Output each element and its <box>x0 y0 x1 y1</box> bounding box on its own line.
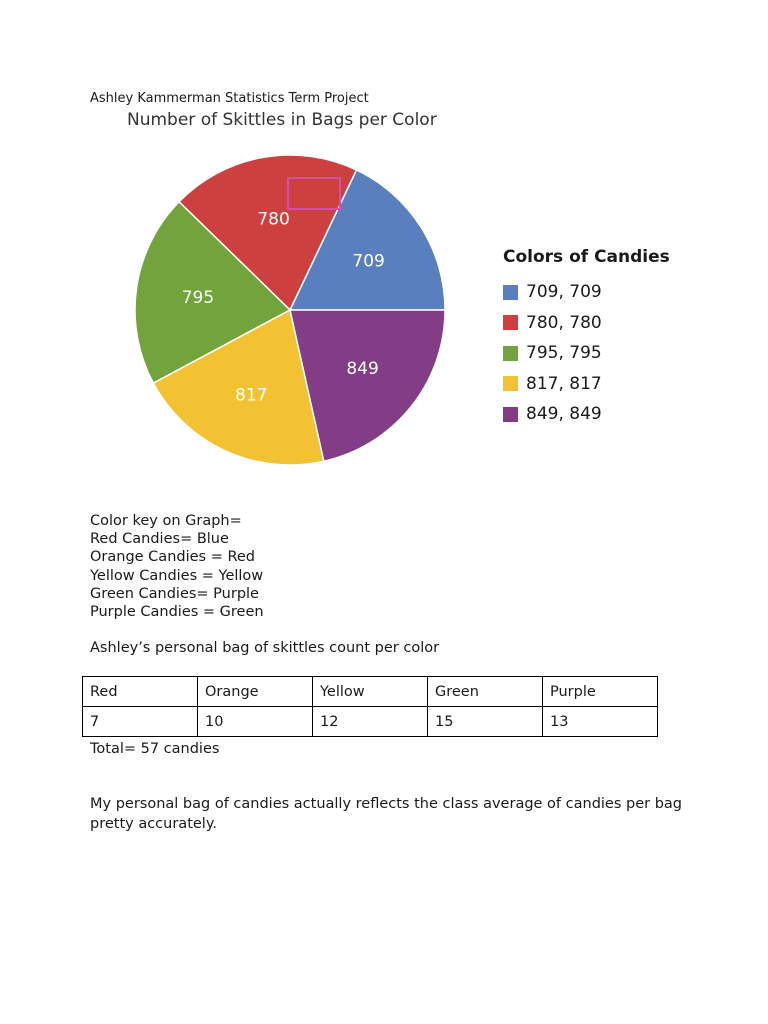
legend-item: 709, 709 <box>503 277 670 308</box>
document-header: Ashley Kammerman Statistics Term Project <box>90 91 369 106</box>
legend-item: 795, 795 <box>503 338 670 369</box>
table-cell: 13 <box>542 706 658 737</box>
chart-legend: Colors of Candies 709, 709 780, 780 795,… <box>503 246 670 430</box>
table-cell: 7 <box>82 706 198 737</box>
color-key-line: Green Candies= Purple <box>90 585 259 602</box>
color-key-heading: Color key on Graph= <box>90 513 242 529</box>
legend-label: 849, 849 <box>526 404 602 425</box>
legend-swatch-green <box>503 345 518 361</box>
pie-slice-label: 780 <box>257 209 289 229</box>
chart-title: Number of Skittles in Bags per Color <box>127 110 437 130</box>
highlight-box <box>287 177 341 210</box>
pie-slice-label: 817 <box>235 386 267 406</box>
personal-bag-heading: Ashley’s personal bag of skittles count … <box>90 640 440 656</box>
color-key-line: Orange Candies = Red <box>90 549 256 566</box>
color-key-line: Purple Candies = Green <box>90 604 264 621</box>
table-cell: 12 <box>312 706 428 737</box>
legend-item: 849, 849 <box>503 399 670 430</box>
pie-slice-purple <box>289 309 446 463</box>
table-header-cell: Purple <box>542 676 658 707</box>
legend-label: 795, 795 <box>526 343 602 364</box>
legend-swatch-purple <box>503 406 518 422</box>
legend-label: 709, 709 <box>526 282 602 303</box>
legend-label: 780, 780 <box>526 312 602 333</box>
table-header-cell: Orange <box>197 676 313 707</box>
color-key-line: Yellow Candies = Yellow <box>90 567 264 584</box>
table-row: 7 10 12 15 13 <box>82 706 658 737</box>
table-header-cell: Green <box>427 676 543 707</box>
legend-swatch-yellow <box>503 376 518 392</box>
table-header-row: Red Orange Yellow Green Purple <box>82 676 658 707</box>
table-header-cell: Red <box>82 676 198 707</box>
table-cell: 10 <box>197 706 313 737</box>
total-candies: Total= 57 candies <box>90 741 220 757</box>
pie-slice-blue <box>288 168 446 311</box>
legend-item: 817, 817 <box>503 369 670 400</box>
table-header-cell: Yellow <box>312 676 428 707</box>
legend-title: Colors of Candies <box>503 247 670 267</box>
legend-item: 780, 780 <box>503 308 670 339</box>
pie-slice-label: 849 <box>346 359 378 379</box>
color-key-line: Red Candies= Blue <box>90 531 229 548</box>
pie-slice-green <box>134 200 292 385</box>
legend-swatch-blue <box>503 284 518 300</box>
pie-slice-label: 709 <box>352 251 384 271</box>
table-cell: 15 <box>427 706 543 737</box>
pie-slice-red <box>177 154 358 312</box>
legend-label: 817, 817 <box>526 373 602 394</box>
pie-slice-label: 795 <box>182 288 214 308</box>
personal-count-table: Red Orange Yellow Green Purple 7 10 12 1… <box>82 676 658 737</box>
pie-chart: 709 780 795 817 849 <box>134 154 446 466</box>
conclusion-paragraph: My personal bag of candies actually refl… <box>90 796 683 832</box>
legend-swatch-red <box>503 315 518 331</box>
color-key: Color key on Graph= Red Candies= Blue Or… <box>90 512 264 621</box>
pie-slice-yellow <box>152 308 325 466</box>
